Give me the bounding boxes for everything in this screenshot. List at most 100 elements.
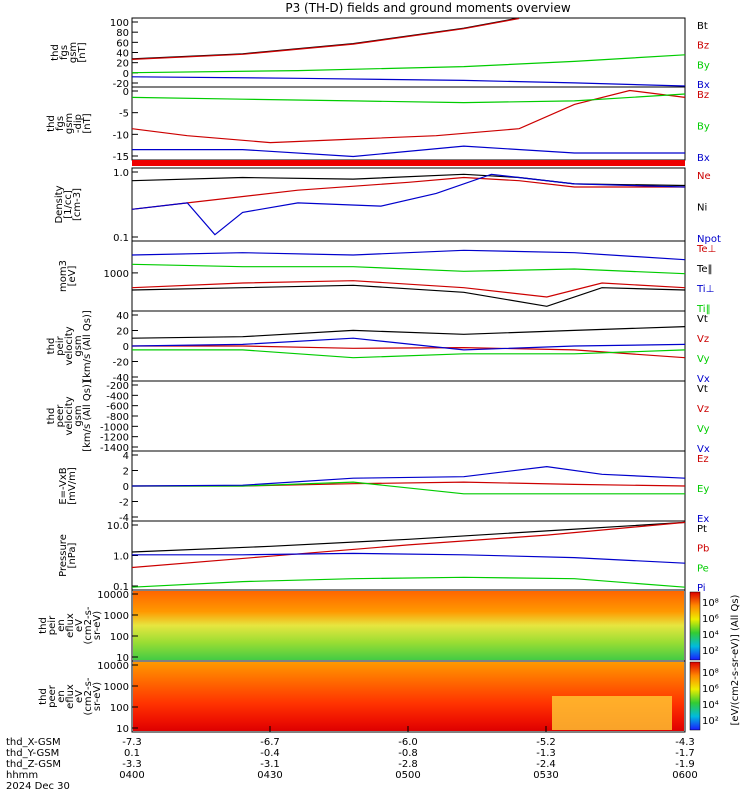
panel-6: -200-400-600-800-1000-1200-1400 thdpeerve…: [46, 380, 710, 455]
series-ey-line: [132, 481, 685, 495]
panel-7: 4 2 0 -2 -4 E=-VxB[mV/m] Ez Ey Ex: [58, 450, 709, 525]
ytick-label: -1200: [100, 433, 129, 444]
ylabel-line: sr-eV): [92, 682, 103, 711]
legend-vt: Vt: [697, 314, 708, 325]
ylabel-line: eV: [74, 690, 85, 703]
footer-y_gsm-value: -1.7: [675, 748, 695, 759]
legend-by: By: [697, 60, 710, 71]
series-by-line: [131, 54, 686, 74]
panel-frame: [131, 380, 686, 452]
ylabel-line: velocity: [64, 396, 75, 435]
footer-x_gsm-value: -6.0: [398, 737, 418, 748]
colorbar-tick-label: 10⁶: [702, 614, 719, 625]
colorbar-label: [eV/(cm2-s-sr-eV)] (All Qs): [730, 594, 741, 725]
legend-te: Te⊥: [696, 244, 716, 255]
footer-row-label: 2024 Dec 30: [6, 781, 70, 792]
colorbar-tick-label: 10²: [702, 716, 719, 727]
ylabel-line: gsm: [68, 42, 79, 63]
ytick-label: 40: [116, 49, 129, 60]
series-te-line: [131, 280, 686, 298]
panel-frame: [131, 167, 686, 242]
series-ex-line: [131, 465, 686, 487]
series-vt-line: [131, 326, 686, 339]
ytick-label: 100: [110, 703, 129, 714]
footer-z_gsm-value: -2.8: [398, 759, 418, 770]
legend-ey: Ey: [697, 484, 709, 495]
ylabel-line: (cm2-s-: [83, 606, 94, 644]
ylabel-line: thd: [46, 408, 57, 425]
legend-vz: Vz: [697, 404, 709, 415]
ylabel-line: peir: [55, 335, 66, 355]
ylabel-line: gsm: [73, 405, 84, 426]
legend-vz: Vz: [697, 334, 709, 345]
heatmap-patch: [552, 696, 672, 730]
legend-ni: Ni: [697, 203, 707, 214]
series-pb-line: [131, 521, 686, 569]
series-bz-line: [131, 17, 520, 60]
ylabel-line: (cm2-s-: [83, 677, 94, 715]
ytick-label: 20: [116, 327, 129, 338]
colorbar-tick-label: 10⁸: [702, 668, 719, 679]
ylabel-line: [km/s (All Qs)]: [82, 310, 93, 382]
series-bx-line: [131, 76, 686, 87]
colorbar-tick-label: 10⁴: [702, 630, 719, 641]
panels-group: 100806040200-20thdfgsgsm[nT]BtBzByBx0-5-…: [38, 17, 721, 735]
footer-x_gsm-value: -6.7: [260, 737, 280, 748]
series-bx-line: [132, 145, 685, 158]
ylabel-line: [1/cc]: [63, 190, 74, 219]
ylabel-line: fgs: [55, 116, 66, 131]
legend-ez: Ez: [697, 454, 709, 465]
series-ne-line: [131, 176, 685, 210]
ylabel-line: velocity: [64, 326, 75, 365]
footer-row-label: thd_Y-GSM: [6, 748, 59, 759]
legend-vt: Vt: [697, 384, 708, 395]
ylabel-line: gsm: [64, 113, 75, 134]
colorbar-tick-label: 10⁶: [702, 684, 719, 695]
series-by-line: [131, 93, 686, 104]
ylabel-line: thd: [50, 44, 61, 61]
legend-pt: Pt: [697, 524, 707, 535]
legend-bz: Bz: [697, 90, 709, 101]
legend-pe: Pe: [697, 563, 709, 574]
ylabel-line: thd: [38, 617, 49, 634]
series-pe-line: [131, 576, 686, 588]
ytick-label: 1.0: [113, 552, 129, 563]
ylabel-line: sr-eV): [92, 611, 103, 640]
ylabel-line: eflux: [65, 684, 76, 709]
footer-hhmm-value: 0530: [533, 770, 558, 781]
legend-by: By: [697, 122, 710, 133]
ytick-label: 0: [123, 87, 129, 98]
ytick-label: 1000: [104, 682, 129, 693]
legend-vy: Vy: [697, 424, 710, 435]
ylabel-line: peir: [47, 615, 58, 635]
ylabel-line: [mV/m]: [67, 467, 78, 505]
ylabel-line: gsm: [73, 335, 84, 356]
ytick-label: 10.0: [107, 521, 129, 532]
ytick-label: -20: [113, 79, 129, 90]
ytick-label: -4: [119, 513, 129, 524]
footer-z_gsm-value: -3.1: [260, 759, 280, 770]
ytick-label: -5: [119, 109, 129, 120]
panel-9: 10000 1000 100 10 thdpeirenefluxeV(cm2-s-sr-…: [38, 589, 686, 664]
footer-y_gsm-value: -1.3: [536, 748, 556, 759]
legend-pb: Pb: [697, 544, 709, 555]
footer-y_gsm-value: -0.8: [398, 748, 418, 759]
footer-row-label: thd_Z-GSM: [6, 759, 61, 770]
ytick-label: -1000: [100, 422, 129, 433]
ytick-label: -400: [106, 391, 129, 402]
ytick-label: 60: [116, 38, 129, 49]
ylabel-line: eflux: [65, 613, 76, 638]
ytick-label: -40: [113, 373, 129, 384]
footer-z_gsm-value: -3.3: [122, 759, 142, 770]
ylabel-line: mom3: [58, 260, 69, 292]
ytick-label: 100: [110, 632, 129, 643]
legend-vy: Vy: [697, 354, 710, 365]
ylabel-line: [km/s (All Qs)]: [82, 380, 93, 452]
legend-bt: Bt: [697, 21, 708, 32]
footer-z_gsm-value: -1.9: [675, 759, 695, 770]
ylabel-line: [nT]: [82, 113, 93, 133]
ylabel-line: fgs: [59, 45, 70, 60]
legend-pi: Pi: [697, 583, 706, 594]
ytick-label: 40: [116, 311, 129, 322]
